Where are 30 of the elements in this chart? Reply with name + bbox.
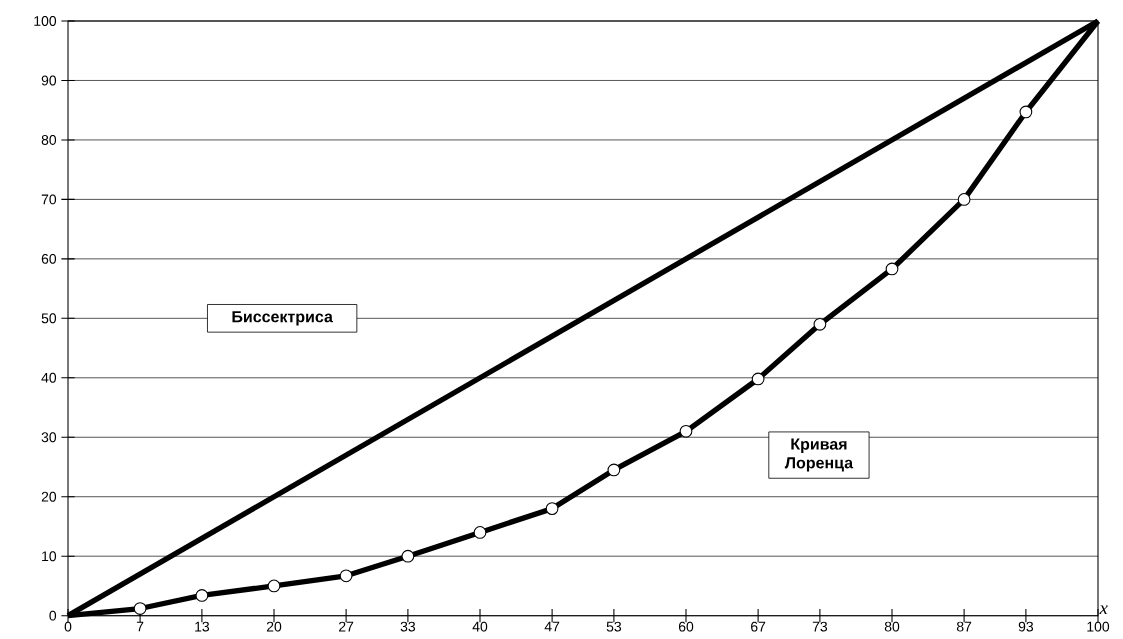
y-tick-label: 80 — [41, 135, 57, 146]
text: Биссектриса — [232, 311, 333, 326]
x-tick-label: 67 — [751, 621, 766, 632]
x-tick-label: 20 — [266, 621, 282, 632]
x-tick-label: 47 — [544, 621, 560, 632]
y-tick-label: 60 — [41, 254, 57, 264]
y-tick-label: 0 — [49, 610, 57, 621]
x-tick-label: 40 — [472, 621, 488, 632]
y-tick-label: 70 — [41, 194, 57, 205]
y-tick-label: 100 — [34, 16, 57, 27]
y-tick-label: 10 — [42, 551, 57, 562]
x-tick-label: 87 — [956, 621, 972, 632]
x-tick-label: 7 — [136, 621, 144, 632]
x-tick-label: 73 — [812, 621, 828, 632]
y-tick-label: 30 — [41, 432, 57, 443]
x-tick-label: 93 — [1018, 621, 1034, 632]
text: Кривая Лоренца — [784, 438, 854, 472]
x-tick-label: 33 — [400, 621, 416, 632]
y-tick-label: 40 — [41, 373, 57, 383]
y-tick-label: 90 — [41, 75, 57, 86]
x-tick-label: 60 — [678, 621, 694, 632]
x-tick-label: 13 — [195, 621, 210, 632]
x-axis-title: x — [1099, 605, 1108, 615]
y-tick-label: 50 — [41, 313, 57, 324]
x-tick-label: 0 — [64, 621, 72, 632]
x-tick-label: 53 — [606, 621, 622, 632]
x-tick-label: 100 — [1087, 621, 1110, 632]
x-tick-label: 27 — [339, 621, 354, 632]
y-tick-label: 20 — [41, 491, 57, 502]
x-tick-label: 80 — [884, 621, 900, 632]
